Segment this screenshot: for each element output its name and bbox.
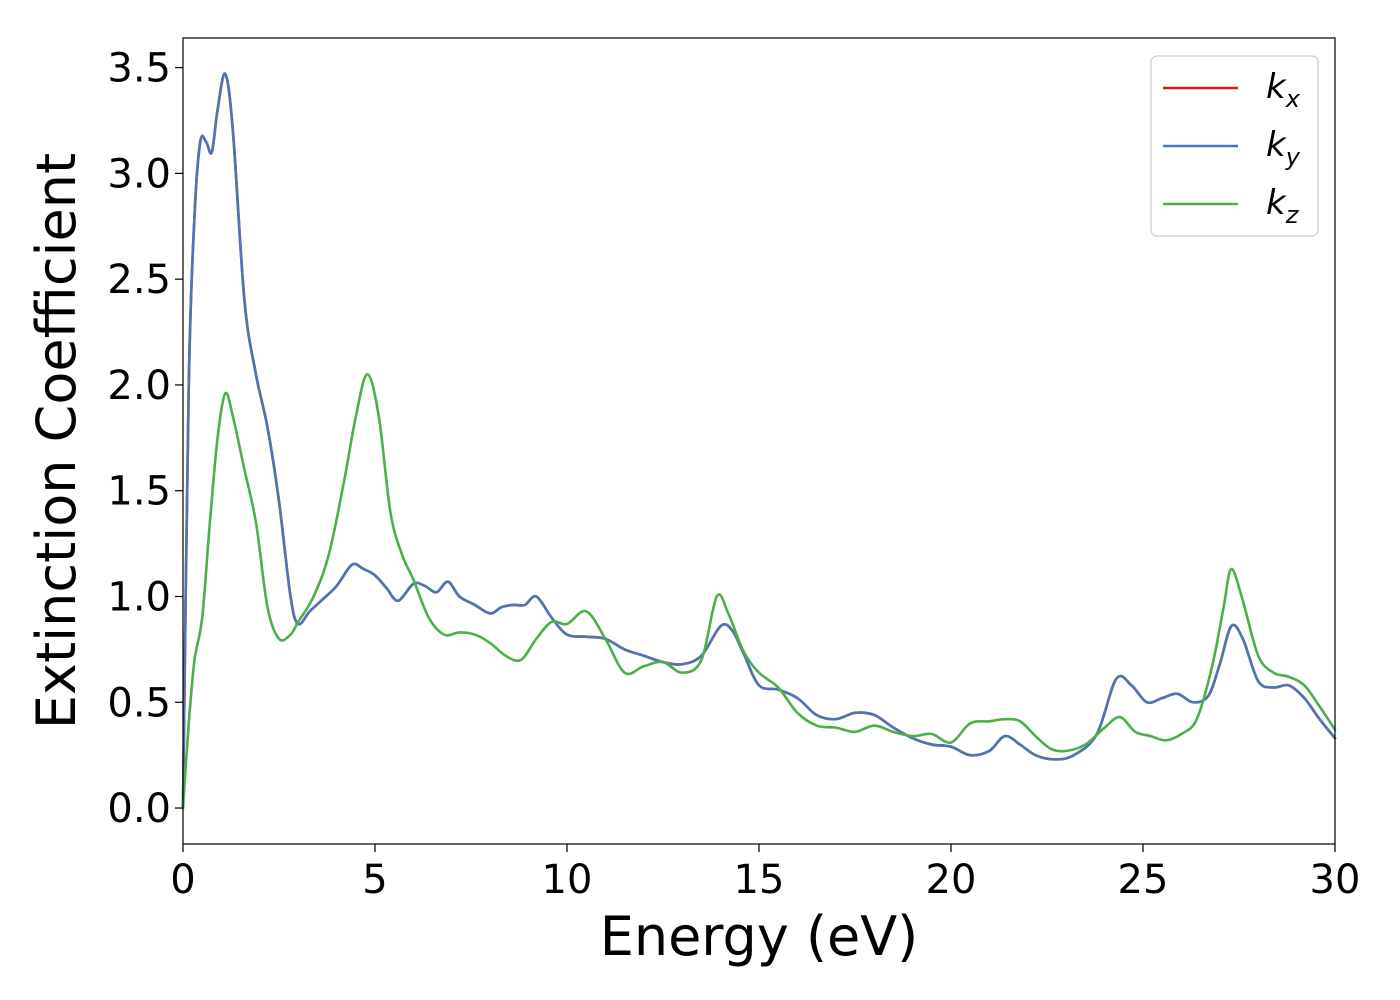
legend-label-subscript: y [1285, 143, 1301, 171]
y-tick-label: 2.5 [107, 257, 171, 303]
y-axis: 0.0 0.5 1.0 1.5 2.0 2.5 3.0 3.5 [107, 46, 183, 832]
series-line-z [181, 373, 1337, 810]
x-axis-label: Energy (eV) [600, 905, 919, 968]
x-tick-label: 0 [170, 857, 195, 903]
y-tick-label: 2.0 [107, 363, 171, 409]
x-tick-label: 25 [1118, 857, 1169, 903]
legend-label-subscript: x [1285, 85, 1301, 113]
x-tick-label: 15 [734, 857, 785, 903]
x-tick-label: 10 [542, 857, 593, 903]
y-tick-label: 3.0 [107, 151, 171, 197]
y-tick-label: 3.5 [107, 46, 171, 92]
x-tick-label: 20 [926, 857, 977, 903]
series-line-y [181, 72, 1337, 810]
legend-label-subscript: z [1285, 201, 1300, 229]
x-axis: 0 5 10 15 20 25 30 [170, 844, 1360, 903]
legend-label-x: kx [1266, 67, 1301, 113]
y-tick-label: 1.5 [107, 469, 171, 515]
legend-label-base: k [1266, 183, 1287, 223]
legend-label-base: k [1266, 67, 1287, 107]
legend-label-base: k [1266, 125, 1287, 165]
series-layer [181, 72, 1337, 810]
y-tick-label: 0.0 [107, 786, 171, 832]
x-tick-label: 5 [362, 857, 387, 903]
y-tick-label: 1.0 [107, 574, 171, 620]
y-tick-label: 0.5 [107, 680, 171, 726]
legend-label-y: ky [1266, 125, 1301, 171]
y-axis-label: Extinction Coefficient [25, 153, 88, 729]
legend-label-z: kz [1266, 183, 1300, 229]
x-tick-label: 30 [1310, 857, 1361, 903]
